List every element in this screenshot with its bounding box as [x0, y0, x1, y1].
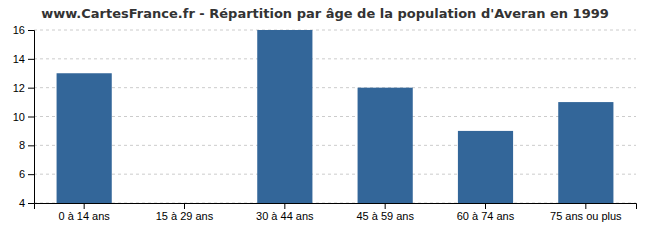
grid-line	[34, 87, 636, 88]
x-tick: 30 à 44 ans	[256, 203, 314, 222]
x-tick-mark	[385, 203, 386, 209]
y-tick: 8	[19, 139, 34, 151]
y-tick-mark	[28, 174, 34, 175]
grid-line	[34, 58, 636, 59]
grid-line	[34, 30, 636, 31]
x-tick-label: 75 ans ou plus	[550, 210, 622, 222]
x-tick-mark	[485, 203, 486, 209]
bars	[57, 30, 614, 203]
x-tick: 60 à 74 ans	[457, 203, 515, 222]
y-tick-label: 10	[13, 111, 25, 123]
y-tick-label: 4	[19, 197, 25, 209]
y-tick-label: 8	[19, 139, 25, 151]
y-tick: 14	[13, 53, 34, 65]
bar	[558, 102, 613, 203]
bar	[358, 88, 413, 203]
y-axis-line	[28, 31, 35, 204]
y-tick-mark	[28, 30, 34, 31]
x-tick-label: 0 à 14 ans	[58, 210, 110, 222]
grid-line	[34, 116, 636, 117]
plot: 4 6 8 10 12 14 16 0 à 14 ans 15 à 29 ans 30 à 44 …	[13, 24, 637, 229]
x-tick-label: 60 à 74 ans	[457, 210, 515, 222]
y-tick: 4	[19, 197, 34, 209]
bar	[257, 30, 312, 203]
chart-svg: www.CartesFrance.fr - Répartition par âg…	[0, 0, 650, 229]
grid-line	[34, 174, 636, 175]
bar	[57, 73, 112, 203]
title: www.CartesFrance.fr - Répartition par âg…	[41, 6, 609, 21]
y-tick: 10	[13, 111, 34, 123]
y-tick-label: 6	[19, 168, 25, 180]
x-tick-mark	[284, 203, 285, 209]
bar	[458, 131, 513, 203]
y-tick: 16	[13, 24, 34, 36]
y-tick-mark	[28, 145, 34, 146]
x-tick-label: 30 à 44 ans	[256, 210, 314, 222]
x-axis-line	[35, 204, 637, 210]
y-tick-label: 14	[13, 53, 25, 65]
y-tick: 12	[13, 82, 34, 94]
y-tick: 6	[19, 168, 34, 180]
y-tick-mark	[28, 117, 34, 118]
y-axis: 4 6 8 10 12 14 16	[13, 24, 35, 209]
x-tick-label: 15 à 29 ans	[156, 210, 214, 222]
grid-line	[34, 145, 636, 146]
x-tick: 75 ans ou plus	[550, 203, 622, 222]
x-tick-label: 45 à 59 ans	[356, 210, 414, 222]
y-tick-mark	[28, 203, 34, 204]
y-tick-mark	[28, 88, 34, 89]
x-tick-mark	[184, 203, 185, 209]
x-axis: 0 à 14 ans 15 à 29 ans 30 à 44 ans 45 à 59 …	[35, 203, 637, 222]
x-tick: 0 à 14 ans	[58, 203, 110, 222]
y-tick-label: 16	[13, 24, 25, 36]
y-tick-label: 12	[13, 82, 25, 94]
grid	[34, 30, 636, 203]
x-tick-mark	[84, 203, 85, 209]
x-tick: 45 à 59 ans	[356, 203, 414, 222]
x-tick: 15 à 29 ans	[156, 203, 214, 222]
x-tick-mark	[585, 203, 586, 209]
y-tick-mark	[28, 59, 34, 60]
